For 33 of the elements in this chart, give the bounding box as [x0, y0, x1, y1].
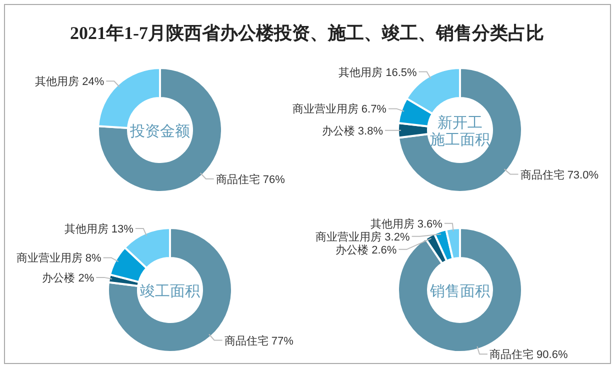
text: 2021年1-7月陕西省办公楼投资、施工、竣工、销售分类占比	[70, 23, 544, 43]
slice-label: 其他用房	[338, 66, 386, 79]
data-label: 2.6%	[372, 244, 397, 256]
data-label: 13%	[111, 224, 134, 236]
slice-label: 其他用房	[370, 217, 418, 230]
text: 销售面积	[429, 283, 490, 300]
text: 新开工施工面积	[430, 114, 490, 148]
data-label: 24%	[82, 76, 104, 88]
slice-label: 办公楼	[322, 124, 358, 138]
data-label: 76%	[262, 174, 286, 186]
data-label: 90.6%	[536, 349, 568, 362]
data-label: 3.2%	[384, 231, 410, 244]
slice-label: 商业营业用房	[316, 230, 385, 244]
data-label: 3.8%	[358, 125, 384, 138]
slice-label: 商品住宅	[224, 334, 272, 348]
data-label: 73.0%	[567, 169, 599, 182]
slice-label: 商品住宅	[520, 168, 568, 182]
data-label: 3.6%	[417, 218, 443, 230]
slice-label: 商品住宅	[216, 172, 263, 186]
slice-label: 办公楼	[42, 271, 78, 284]
slice-label: 商品住宅	[490, 348, 537, 362]
slice-label: 商业营业用房	[292, 102, 362, 116]
data-label: 77%	[271, 335, 294, 348]
slice-label: 其他用房	[35, 75, 82, 88]
data-label: 2%	[78, 272, 94, 284]
slice-label: 商业营业用房	[16, 252, 86, 265]
data-label: 6.7%	[361, 104, 387, 116]
slice-label: 办公楼	[336, 243, 372, 256]
text: 投资金额	[129, 123, 190, 140]
data-label: 8%	[85, 252, 102, 265]
data-label: 16.5%	[386, 66, 418, 79]
text: 竣工面积	[140, 283, 200, 300]
slice-label: 其他用房	[64, 222, 112, 236]
